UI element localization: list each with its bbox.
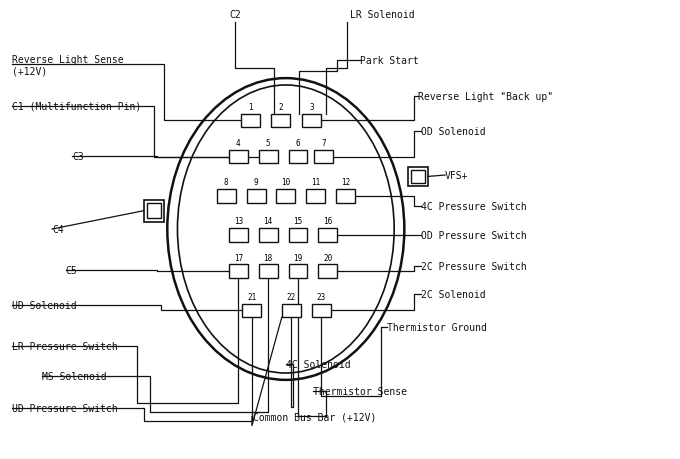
Text: 23: 23 — [316, 292, 326, 301]
Text: 9: 9 — [254, 178, 258, 187]
Text: 14: 14 — [264, 217, 273, 226]
Text: C2: C2 — [229, 10, 241, 20]
Text: 21: 21 — [248, 292, 256, 301]
Text: Reverse Light "Back up": Reverse Light "Back up" — [418, 92, 553, 102]
Text: 4: 4 — [236, 139, 241, 148]
Bar — [258, 229, 277, 242]
Text: 8: 8 — [224, 178, 228, 187]
Bar — [243, 304, 261, 318]
Bar — [314, 151, 333, 164]
Text: 13: 13 — [234, 217, 243, 226]
Text: 2C Solenoid: 2C Solenoid — [422, 290, 486, 300]
Bar — [282, 304, 301, 318]
Text: 10: 10 — [282, 178, 290, 187]
Text: 18: 18 — [264, 253, 273, 262]
Bar — [318, 265, 337, 279]
Bar — [276, 190, 295, 203]
Text: 19: 19 — [293, 253, 303, 262]
Text: 6: 6 — [296, 139, 301, 148]
Text: 16: 16 — [323, 217, 333, 226]
Text: UD Pressure Switch: UD Pressure Switch — [12, 403, 117, 414]
Bar — [229, 229, 248, 242]
Text: LR Pressure Switch: LR Pressure Switch — [12, 341, 117, 351]
Bar — [258, 265, 277, 279]
Bar — [288, 229, 307, 242]
Text: VFS+: VFS+ — [445, 171, 469, 181]
Text: 17: 17 — [234, 253, 243, 262]
Text: 12: 12 — [341, 178, 350, 187]
Text: 2: 2 — [278, 102, 283, 112]
Bar — [336, 190, 355, 203]
Text: MS Solenoid: MS Solenoid — [42, 371, 107, 381]
Bar — [302, 114, 321, 128]
Bar — [217, 190, 236, 203]
Bar — [247, 190, 265, 203]
Text: LR Solenoid: LR Solenoid — [350, 10, 415, 20]
Bar — [229, 265, 248, 279]
Bar — [411, 171, 424, 184]
Bar — [147, 203, 160, 219]
Text: 1: 1 — [248, 102, 253, 112]
Bar — [229, 151, 248, 164]
Text: 2C Pressure Switch: 2C Pressure Switch — [422, 261, 527, 271]
Text: C4: C4 — [52, 224, 64, 235]
Text: 3: 3 — [309, 102, 314, 112]
Text: 5: 5 — [266, 139, 271, 148]
Text: OD Pressure Switch: OD Pressure Switch — [422, 230, 527, 241]
Bar — [288, 265, 307, 279]
Bar — [258, 151, 277, 164]
Text: Common Bus Bar (+12V): Common Bus Bar (+12V) — [254, 412, 377, 421]
Text: C1 (Multifunction Pin): C1 (Multifunction Pin) — [12, 101, 141, 111]
Text: 22: 22 — [286, 292, 296, 301]
Bar — [408, 168, 428, 187]
Text: 11: 11 — [311, 178, 320, 187]
Text: C3: C3 — [73, 151, 84, 162]
Bar — [241, 114, 260, 128]
Text: 7: 7 — [322, 139, 326, 148]
Text: C5: C5 — [66, 266, 78, 275]
Text: OD Solenoid: OD Solenoid — [422, 126, 486, 136]
Text: 20: 20 — [323, 253, 333, 262]
Text: UD Solenoid: UD Solenoid — [12, 301, 76, 311]
Text: Park Start: Park Start — [360, 56, 419, 66]
Bar — [311, 304, 330, 318]
Text: Thermistor Sense: Thermistor Sense — [313, 386, 407, 397]
Text: 4C Pressure Switch: 4C Pressure Switch — [422, 202, 527, 212]
Ellipse shape — [167, 79, 405, 380]
Text: Reverse Light Sense
(+12V): Reverse Light Sense (+12V) — [12, 55, 123, 76]
Text: 15: 15 — [293, 217, 303, 226]
Bar — [306, 190, 325, 203]
Bar — [318, 229, 337, 242]
Bar — [288, 151, 307, 164]
Text: 4C Solenoid: 4C Solenoid — [286, 359, 350, 369]
Text: Thermistor Ground: Thermistor Ground — [388, 322, 488, 332]
Bar — [143, 200, 164, 222]
Bar — [271, 114, 290, 128]
